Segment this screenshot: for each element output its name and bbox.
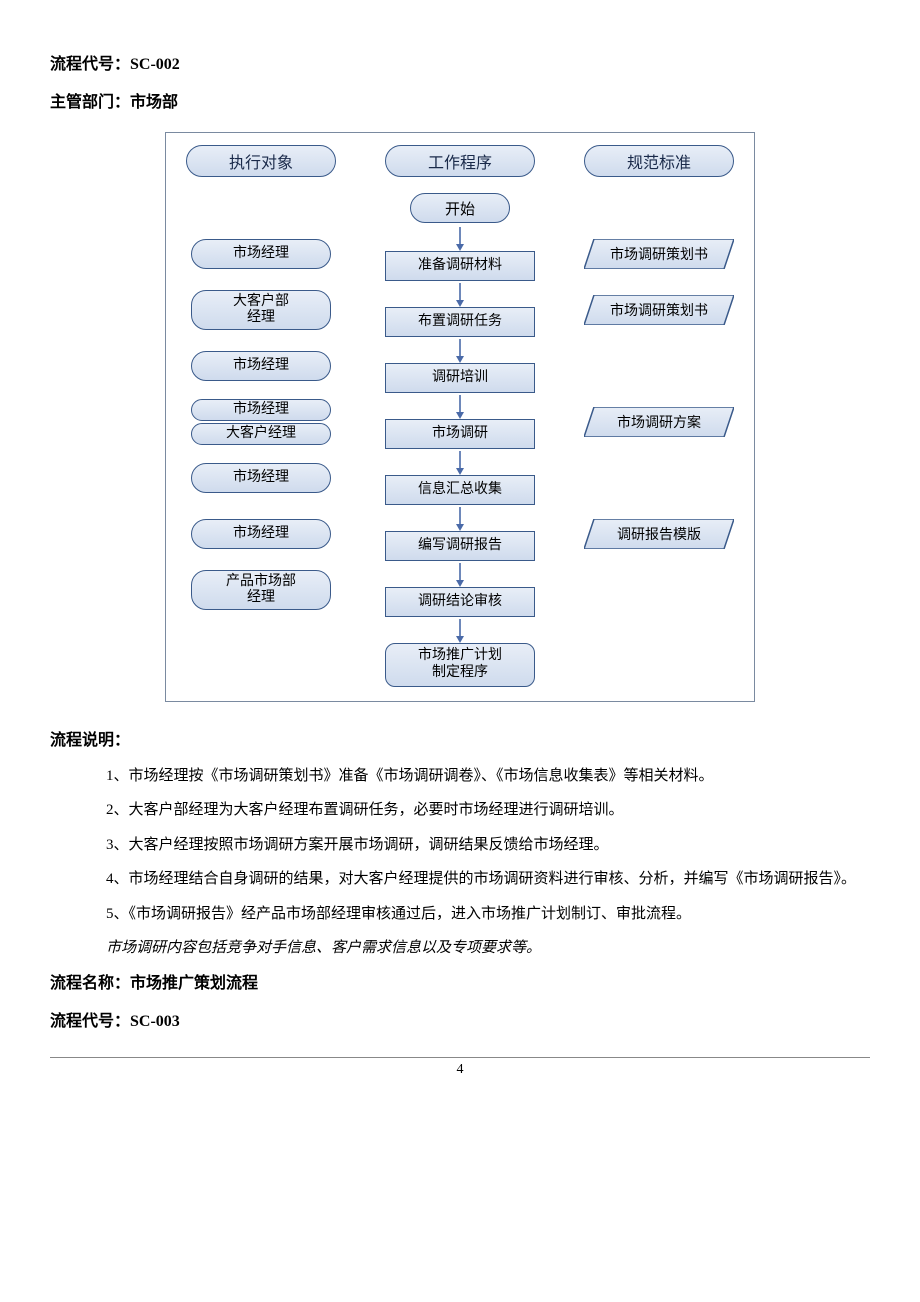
arrow-down [453,563,467,587]
actor-node: 市场经理 [191,399,331,421]
arrow-down [453,395,467,419]
actor-node: 市场经理 [191,463,331,493]
standard-node: 市场调研策划书 [584,239,734,269]
process-code-line: 流程代号：SC-002 [50,50,870,74]
standard-node: 调研报告模版 [584,519,734,549]
column-header-standard: 规范标准 [584,145,734,177]
column-headers: 执行对象 工作程序 规范标准 [176,145,744,177]
actor-node: 市场经理 [191,519,331,549]
actor-node: 市场经理 [191,351,331,381]
process-node: 市场调研 [385,419,535,449]
description-list: 1、市场经理按《市场调研策划书》准备《市场调研调卷》、《市场信息收集表》等相关材… [50,762,870,963]
column-header-actor: 执行对象 [186,145,336,177]
description-item: 5、《市场调研报告》经产品市场部经理审核通过后，进入市场推广计划制订、审批流程。 [106,900,870,929]
next-name-value: 市场推广策划流程 [130,975,258,992]
flow-row: 产品市场部经理 调研结论审核 [176,563,744,617]
flow-row: 市场经理 准备调研材料 市场调研策划书 [176,227,744,281]
column-header-process: 工作程序 [385,145,535,177]
actor-node: 市场经理 [191,239,331,269]
flow-row: 市场经理 信息汇总收集 [176,451,744,505]
description-item: 1、市场经理按《市场调研策划书》准备《市场调研调卷》、《市场信息收集表》等相关材… [106,762,870,791]
next-process-code-line: 流程代号：SC-003 [50,1007,870,1031]
actor-node: 大客户经理 [191,423,331,445]
next-code-value: SC-003 [130,1013,180,1030]
flow-row: 市场经理 调研培训 [176,339,744,393]
process-node: 编写调研报告 [385,531,535,561]
description-item: 4、市场经理结合自身调研的结果，对大客户经理提供的市场调研资料进行审核、分析，并… [106,865,870,894]
code-label: 流程代号： [50,56,130,73]
flowchart-rows: 市场经理准备调研材料市场调研策划书大客户部经理布置调研任务市场调研策划书市场经理… [176,227,744,617]
description-note: 市场调研内容包括竞争对手信息、客户需求信息以及专项要求等。 [106,934,870,963]
actor-node: 大客户部经理 [191,290,331,330]
arrow-down [453,619,467,643]
flowchart-container: 执行对象 工作程序 规范标准 开始 市场经理准备调研材料市场调研策划书大客户部经… [165,132,755,702]
process-node: 布置调研任务 [385,307,535,337]
arrow-down [453,507,467,531]
arrow-down [453,339,467,363]
standard-node: 市场调研方案 [584,407,734,437]
process-node: 准备调研材料 [385,251,535,281]
process-node: 信息汇总收集 [385,475,535,505]
dept-value: 市场部 [130,94,178,111]
department-line: 主管部门：市场部 [50,88,870,112]
next-name-label: 流程名称： [50,975,130,992]
arrow-down [453,451,467,475]
actor-node: 产品市场部经理 [191,570,331,610]
flow-row: 市场经理大客户经理 市场调研 市场调研方案 [176,395,744,449]
next-code-label: 流程代号： [50,1013,130,1030]
dept-label: 主管部门： [50,94,130,111]
standard-node: 市场调研策划书 [584,295,734,325]
process-node: 调研培训 [385,363,535,393]
start-node: 开始 [410,193,510,223]
page-number: 4 [50,1057,870,1078]
process-node: 调研结论审核 [385,587,535,617]
end-node: 市场推广计划制定程序 [385,643,535,687]
arrow-down [453,227,467,251]
description-item: 2、大客户部经理为大客户经理布置调研任务，必要时市场经理进行调研培训。 [106,796,870,825]
description-item: 3、大客户经理按照市场调研方案开展市场调研，调研结果反馈给市场经理。 [106,831,870,860]
flow-row: 市场经理 编写调研报告 调研报告模版 [176,507,744,561]
code-value: SC-002 [130,56,180,73]
arrow-down [453,283,467,307]
description-heading: 流程说明： [50,726,870,750]
flow-row: 大客户部经理 布置调研任务 市场调研策划书 [176,283,744,337]
next-process-name-line: 流程名称：市场推广策划流程 [50,969,870,993]
